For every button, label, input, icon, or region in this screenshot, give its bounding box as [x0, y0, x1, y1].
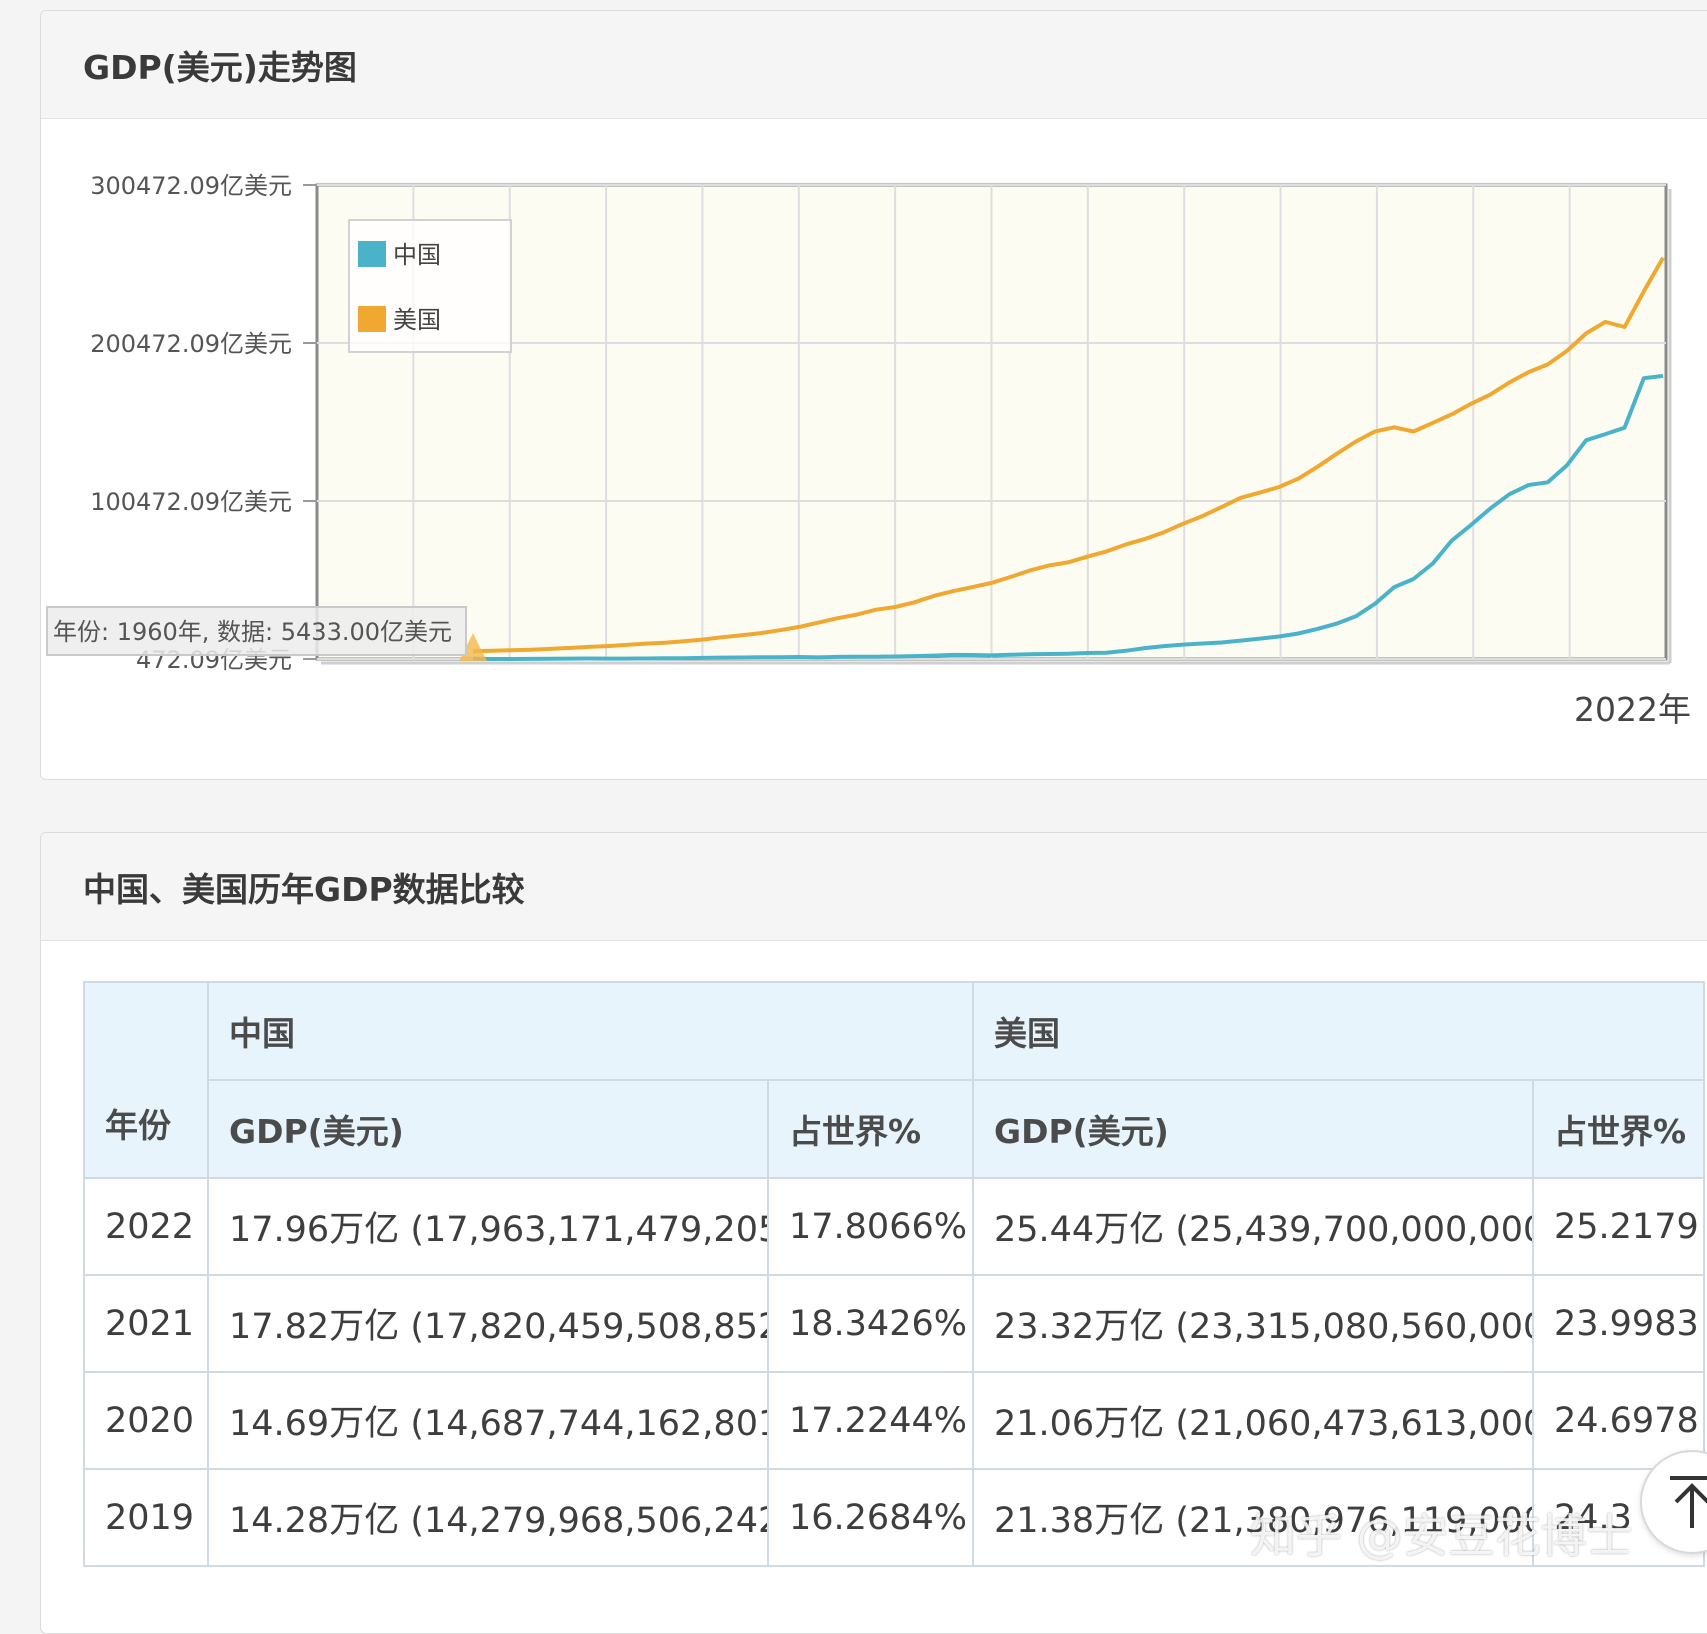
china-share-cell: 17.2244% [767, 1371, 974, 1470]
watermark: 知乎 @安豆花博士 [1250, 1509, 1633, 1563]
gdp-comparison-panel: 中国、美国历年GDP数据比较 年份 中国 美国 GDP(美元) 占世界% GDP… [40, 832, 1707, 1634]
year-column-header: 年份 [83, 981, 209, 1179]
legend-label: 美国 [393, 306, 441, 334]
usa-gdp-cell: 25.44万亿 (25,439,700,000,000) [972, 1177, 1534, 1276]
china-gdp-cell: 14.69万亿 (14,687,744,162,801) [207, 1371, 769, 1470]
usa-gdp-header: GDP(美元) [972, 1079, 1534, 1179]
gdp-trend-panel: GDP(美元)走势图 472.09亿美元 100472.09亿美元 200472.0… [40, 10, 1707, 780]
table-row: 2020 14.69万亿 (14,687,744,162,801) 17.224… [83, 1371, 1705, 1470]
china-share-cell: 17.8066% [767, 1177, 974, 1276]
year-cell: 2019 [83, 1468, 209, 1567]
usa-series-line [472, 256, 1665, 654]
usa-share-cell: 24.6978 [1532, 1371, 1705, 1470]
year-cell: 2021 [83, 1274, 209, 1373]
china-gdp-cell: 17.96万亿 (17,963,171,479,205) [207, 1177, 769, 1276]
table-row: 2019 14.28万亿 (14,279,968,506,242) 16.268… [83, 1468, 1705, 1567]
table-panel-title: 中国、美国历年GDP数据比较 [41, 833, 1707, 941]
china-share-cell: 18.3426% [767, 1274, 974, 1373]
usa-share-cell: 23.9983 [1532, 1274, 1705, 1373]
usa-gdp-cell: 21.06万亿 (21,060,473,613,000) [972, 1371, 1534, 1470]
china-gdp-header: GDP(美元) [207, 1079, 769, 1179]
usa-gdp-cell: 23.32万亿 (23,315,080,560,000) [972, 1274, 1534, 1373]
usa-share-cell: 25.2179 [1532, 1177, 1705, 1276]
table-header-row: 年份 中国 美国 [83, 981, 1705, 1179]
usa-share-header: 占世界% [1532, 1079, 1705, 1179]
legend-swatch [356, 304, 388, 334]
y-tick-label: 100472.09亿美元 [90, 488, 292, 516]
tooltip-box [46, 606, 467, 656]
year-cell: 2020 [83, 1371, 209, 1470]
x-axis-end-label: 2022年 [1574, 690, 1691, 729]
china-share-header: 占世界% [767, 1079, 974, 1179]
y-tick-label: 200472.09亿美元 [90, 330, 292, 358]
legend-swatch [356, 239, 388, 269]
china-group-header: 中国 [207, 981, 974, 1081]
table-subheader-row: GDP(美元) 占世界% GDP(美元) 占世界% [84, 1079, 1705, 1179]
china-series-line [472, 373, 1664, 661]
chart-panel-title: GDP(美元)走势图 [41, 11, 1707, 119]
arrow-up-to-top-icon [1670, 1476, 1707, 1528]
y-tick-label: 300472.09亿美元 [90, 172, 292, 200]
tooltip-text: 年份: 1960年, 数据: 5433.00亿美元 [53, 618, 452, 646]
usa-group-header: 美国 [972, 981, 1705, 1081]
table-row: 2021 17.82万亿 (17,820,459,508,852) 18.342… [83, 1274, 1705, 1373]
china-share-cell: 16.2684% [767, 1468, 974, 1567]
gdp-line-chart[interactable]: 472.09亿美元100472.09亿美元200472.09亿美元300472.… [41, 11, 1707, 779]
year-cell: 2022 [83, 1177, 209, 1276]
legend-label: 中国 [393, 241, 441, 269]
china-gdp-cell: 14.28万亿 (14,279,968,506,242) [207, 1468, 769, 1567]
china-gdp-cell: 17.82万亿 (17,820,459,508,852) [207, 1274, 769, 1373]
gdp-comparison-table: 年份 中国 美国 GDP(美元) 占世界% GDP(美元) 占世界% 2022 … [83, 981, 1705, 1567]
table-row: 2022 17.96万亿 (17,963,171,479,205) 17.806… [83, 1177, 1705, 1276]
usa-gdp-cell: 21.38万亿 (21,380,976,119,000) [972, 1468, 1534, 1567]
